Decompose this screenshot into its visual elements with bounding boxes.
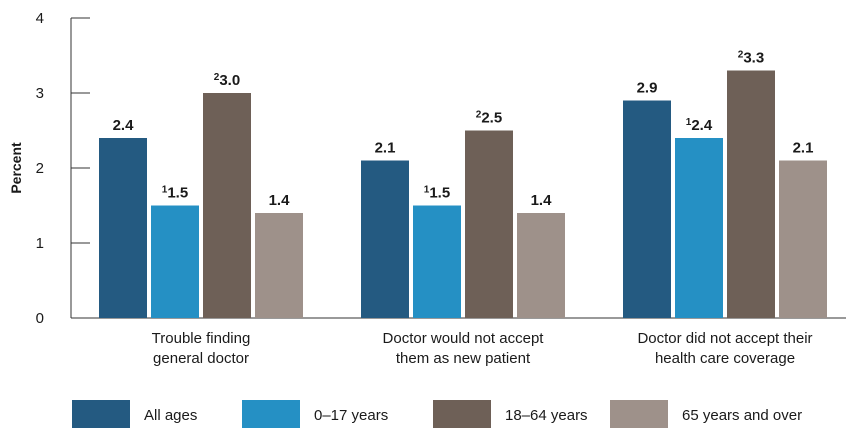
- legend-swatch: [72, 400, 130, 428]
- y-tick-label: 4: [36, 10, 44, 27]
- legend-swatch: [242, 400, 300, 428]
- x-category-label: Doctor would not accept: [383, 330, 545, 347]
- bar-value-label: 11.5: [424, 185, 450, 202]
- x-category-label: Doctor did not accept their: [637, 330, 812, 347]
- bar-value-label: 2.1: [793, 140, 814, 157]
- bar-value-label: 22.5: [476, 110, 502, 127]
- legend-label: 65 years and over: [682, 407, 802, 424]
- legend-swatch: [433, 400, 491, 428]
- bar: [779, 160, 827, 318]
- x-category-label: them as new patient: [396, 350, 531, 367]
- legend-label: 0–17 years: [314, 407, 388, 424]
- bar-value-label: 1.4: [531, 192, 553, 209]
- bar-value-label: 11.5: [162, 185, 188, 202]
- y-axis-label: Percent: [8, 142, 24, 194]
- y-tick-label: 2: [36, 160, 44, 177]
- legend-swatch: [610, 400, 668, 428]
- x-category-label: Trouble finding: [152, 330, 251, 347]
- bar: [727, 70, 775, 318]
- bar: [413, 205, 461, 318]
- legend-label: 18–64 years: [505, 407, 588, 424]
- y-tick-label: 3: [36, 85, 44, 102]
- bar: [465, 130, 513, 318]
- y-tick-label: 0: [36, 310, 44, 327]
- bar: [203, 93, 251, 318]
- bar-value-label: 23.3: [738, 50, 764, 67]
- bar: [255, 213, 303, 318]
- bar: [151, 205, 199, 318]
- x-category-label: health care coverage: [655, 350, 795, 367]
- bar-value-label: 2.1: [375, 140, 396, 157]
- legend-label: All ages: [144, 407, 197, 424]
- bar-value-label: 12.4: [686, 117, 713, 134]
- bar-value-label: 2.9: [637, 80, 658, 97]
- y-tick-label: 1: [36, 235, 44, 252]
- bar: [623, 100, 671, 318]
- bar: [675, 138, 723, 318]
- bar: [361, 160, 409, 318]
- bar-value-label: 2.4: [113, 117, 135, 134]
- bar: [99, 138, 147, 318]
- bar-value-label: 1.4: [269, 192, 291, 209]
- bar: [517, 213, 565, 318]
- bar-value-label: 23.0: [214, 72, 240, 89]
- x-category-label: general doctor: [153, 350, 249, 367]
